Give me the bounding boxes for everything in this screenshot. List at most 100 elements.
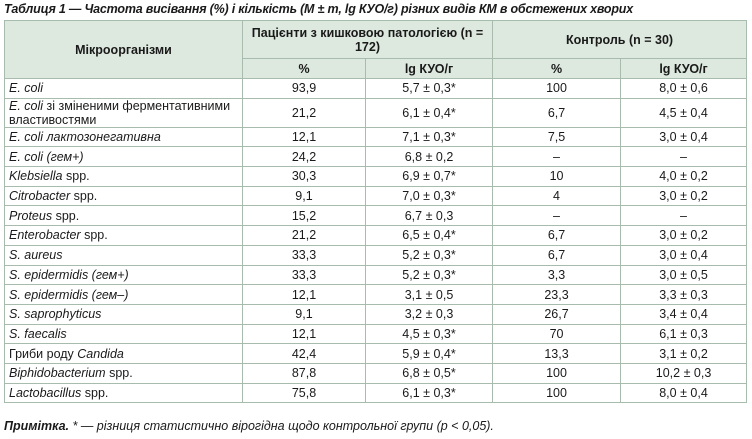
note: Примітка. * — різниця статистично вірогі… — [4, 419, 494, 433]
organism-name: Lactobacillus — [9, 385, 82, 400]
organism-name: S. epidermidis (гем+) — [9, 267, 129, 282]
organism-name: S. saprophyticus — [9, 307, 102, 322]
organism-cell: S. saprophyticus — [4, 303, 243, 325]
value-cell: 7,5 — [492, 126, 622, 148]
header-cell: % — [492, 58, 622, 79]
table-body: E. coli 93,9 5,7 ± 0,3* 100 8,0 ± 0,6 E. coli… — [4, 78, 748, 404]
value-cell: 30,3 — [242, 166, 366, 187]
value-cell: 9,1 — [242, 303, 366, 325]
organism-cell: Proteus spp. — [4, 205, 243, 227]
organism-cell: Citrobacter spp. — [4, 185, 243, 207]
value-cell: 5,2 ± 0,3* — [364, 244, 494, 266]
value-cell: 42,4 — [242, 343, 366, 364]
value-cell: – — [620, 205, 748, 227]
value-cell: 12,1 — [242, 126, 366, 148]
table-row: S. faecalis 12,1 4,5 ± 0,3* 70 6,1 ± 0,3 — [4, 323, 748, 345]
organism-cell: E. coli лактозонегативна — [4, 126, 243, 148]
value-cell: 6,7 — [492, 244, 622, 266]
value-cell: 10,2 ± 0,3 — [620, 362, 748, 384]
header-cell: lg КУО/г — [364, 58, 494, 79]
value-cell: 21,2 — [242, 97, 366, 128]
table-row: Гриби роду Candida 42,4 5,9 ± 0,4* 13,3 3,1 … — [4, 343, 748, 364]
table-row: E. coli лактозонегативна 12,1 7,1 ± 0,3* 7,… — [4, 126, 748, 148]
value-cell: 6,8 ± 0,5* — [364, 362, 494, 384]
organism-cell: Lactobacillus spp. — [4, 382, 243, 404]
organism-cell: Klebsiella spp. — [4, 166, 243, 187]
value-cell: 3,3 ± 0,3 — [620, 284, 748, 305]
value-cell: 3,0 ± 0,5 — [620, 264, 748, 286]
table-row: Enterobacter spp. 21,2 6,5 ± 0,4* 6,7 3,0 ± … — [4, 225, 748, 246]
value-cell: 93,9 — [242, 78, 366, 99]
table-title: Таблиця 1 — Частота висівання (%) і кіль… — [4, 2, 633, 16]
organism-name: S. faecalis — [9, 326, 67, 341]
organism-name: Biphidobacterium — [9, 366, 106, 381]
organism-name: Klebsiella — [9, 169, 63, 184]
organism-name: Citrobacter — [9, 189, 71, 204]
organism-cell: S. epidermidis (гем–) — [4, 284, 243, 305]
value-cell: 3,0 ± 0,2 — [620, 225, 748, 246]
table-row: Citrobacter spp. 9,1 7,0 ± 0,3* 4 3,0 ± 0,2 — [4, 185, 748, 207]
note-text: * — різниця статистично вірогідна щодо к… — [72, 419, 494, 433]
value-cell: 12,1 — [242, 284, 366, 305]
value-cell: 12,1 — [242, 323, 366, 345]
organism-name: E. coli лактозонегативна — [9, 130, 161, 145]
value-cell: 3,0 ± 0,4 — [620, 244, 748, 266]
value-cell: 5,9 ± 0,4* — [364, 343, 494, 364]
table-row: E. coli зі зміненими ферментативними вла… — [4, 97, 748, 128]
value-cell: 5,2 ± 0,3* — [364, 264, 494, 286]
value-cell: 9,1 — [242, 185, 366, 207]
value-cell: 4,5 ± 0,3* — [364, 323, 494, 345]
value-cell: 6,1 ± 0,3* — [364, 382, 494, 404]
organism-name: E. coli — [9, 81, 44, 96]
organism-name: spp. — [73, 189, 98, 204]
table-row: S. epidermidis (гем+) 33,3 5,2 ± 0,3* 3,3 3,… — [4, 264, 748, 286]
value-cell: 6,8 ± 0,2 — [364, 146, 494, 168]
organism-name: S. aureus — [9, 248, 63, 263]
header-row: % lg КУО/г% lg КУО/г — [5, 58, 748, 79]
organism-cell: Biphidobacterium spp. — [4, 362, 243, 384]
value-cell: 33,3 — [242, 244, 366, 266]
value-cell: 7,0 ± 0,3* — [364, 185, 494, 207]
header-cell: lg КУО/г — [620, 58, 748, 79]
table-row: S. epidermidis (гем–) 12,1 3,1 ± 0,5 23,3 3,… — [4, 284, 748, 305]
value-cell: 6,7 ± 0,3 — [364, 205, 494, 227]
value-cell: 5,7 ± 0,3* — [364, 78, 494, 99]
value-cell: 8,0 ± 0,4 — [620, 382, 748, 404]
value-cell: 4,5 ± 0,4 — [620, 97, 748, 128]
table-row: Lactobacillus spp. 75,8 6,1 ± 0,3* 100 8,0 ±… — [4, 382, 748, 404]
organism-cell: E. coli — [4, 78, 243, 99]
header-cell: Пацієнти з кишковою патологією (n = 172) — [241, 20, 494, 59]
value-cell: 3,1 ± 0,5 — [364, 284, 494, 305]
value-cell: 15,2 — [242, 205, 366, 227]
value-cell: 4 — [492, 185, 622, 207]
value-cell: 100 — [492, 78, 622, 99]
table: Мікроорганізми Пацієнти з кишковою патол… — [4, 20, 748, 404]
header-cell: Контроль (n = 30) — [492, 20, 748, 59]
organism-name: E. coli (гем+) — [9, 149, 84, 164]
value-cell: 3,4 ± 0,4 — [620, 303, 748, 325]
organism-name: E. coli — [9, 98, 44, 113]
value-cell: 7,1 ± 0,3* — [364, 126, 494, 148]
value-cell: 6,5 ± 0,4* — [364, 225, 494, 246]
value-cell: 3,3 — [492, 264, 622, 286]
value-cell: 6,1 ± 0,4* — [364, 97, 494, 128]
value-cell: – — [492, 205, 622, 227]
value-cell: 4,0 ± 0,2 — [620, 166, 748, 187]
value-cell: 6,1 ± 0,3 — [620, 323, 748, 345]
organism-name: spp. — [84, 228, 108, 243]
organism-cell: Гриби роду Candida — [4, 343, 243, 364]
value-cell: 75,8 — [242, 382, 366, 404]
value-cell: – — [492, 146, 622, 168]
table-row: E. coli (гем+) 24,2 6,8 ± 0,2– – — [4, 146, 748, 168]
value-cell: 6,7 — [492, 225, 622, 246]
organism-name: Candida — [77, 346, 124, 361]
value-cell: 70 — [492, 323, 622, 345]
header-cell: % — [242, 58, 366, 79]
header-cell: Мікроорганізми — [4, 20, 243, 79]
value-cell: 3,0 ± 0,2 — [620, 185, 748, 207]
note-label: Примітка. — [4, 419, 70, 433]
organism-name: spp. — [55, 208, 80, 223]
header-row: Мікроорганізми Пацієнти з кишковою патол… — [4, 20, 748, 79]
value-cell: 21,2 — [242, 225, 366, 246]
organism-name: зі зміненими ферментативними властивостя… — [9, 98, 231, 127]
